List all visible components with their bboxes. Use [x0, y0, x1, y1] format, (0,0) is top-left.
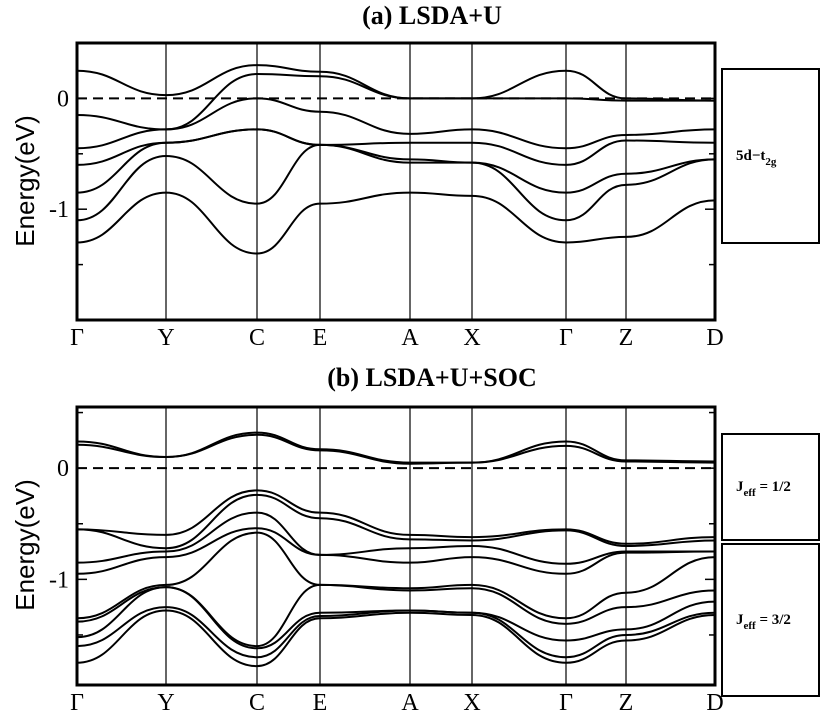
panel-a-ylabel: Energy(eV)	[10, 115, 40, 247]
ytick-label: -1	[49, 567, 69, 593]
panel-b-yticks: 0 -1	[49, 411, 715, 636]
kpoint-label: A	[401, 690, 419, 716]
legend-label: Jeff = 1/2	[736, 479, 791, 499]
kpoint-label: Y	[157, 690, 174, 716]
panel-a-yticks: 0 -1	[49, 42, 715, 321]
band-line	[76, 64, 716, 102]
kpoint-label: Γ	[70, 325, 84, 351]
kpoint-label: X	[463, 325, 480, 351]
band-line	[76, 493, 716, 550]
panel-a: (a) LSDA+U Energy(eV) 0 -1 Γ Y C E A X Γ Z D 5d−t…	[10, 1, 820, 351]
panel-b-title: (b) LSDA+U+SOC	[327, 363, 537, 392]
legend-label-main: J	[736, 612, 744, 628]
legend-label-main: 5d−t	[736, 148, 765, 164]
kpoint-label: X	[463, 690, 480, 716]
legend-box	[721, 543, 820, 697]
panel-b-kpoint-lines	[165, 407, 627, 685]
panel-a-title: (a) LSDA+U	[362, 1, 502, 30]
band-line	[76, 609, 716, 668]
legend-label-rest: = 3/2	[756, 612, 791, 628]
kpoint-label: Γ	[559, 325, 573, 351]
band-line	[76, 511, 715, 565]
kpoint-label: A	[401, 325, 419, 351]
panel-a-bands	[76, 64, 716, 255]
legend-label-main: J	[736, 479, 744, 495]
panel-a-legend: 5d−t2g	[721, 68, 820, 244]
legend-label: Jeff = 3/2	[736, 612, 791, 632]
kpoint-label: Y	[157, 325, 174, 351]
band-line	[76, 586, 716, 650]
kpoint-label: Z	[619, 325, 634, 351]
panel-b-frame	[75, 405, 717, 687]
legend-label-sub: 2g	[765, 156, 777, 168]
band-line	[76, 527, 716, 575]
kpoint-label: E	[313, 690, 328, 716]
kpoint-label: Z	[619, 690, 634, 716]
legend-label: 5d−t2g	[736, 148, 777, 168]
legend-label-sub: eff	[744, 487, 757, 499]
band-line	[76, 128, 716, 194]
legend-label-rest: = 1/2	[756, 479, 791, 495]
panel-b-ylabel: Energy(eV)	[10, 479, 40, 611]
band-line	[76, 606, 716, 659]
kpoint-label: E	[313, 325, 328, 351]
kpoint-label: C	[249, 325, 265, 351]
legend-label-sub: eff	[744, 620, 757, 632]
legend-box	[721, 433, 820, 541]
panel-b-bands	[76, 431, 716, 668]
band-line	[76, 433, 716, 465]
kpoint-label: D	[706, 325, 723, 351]
kpoint-label: Γ	[70, 690, 84, 716]
band-line	[76, 431, 716, 464]
band-line	[76, 191, 716, 255]
legend-box	[721, 68, 820, 244]
band-line	[76, 531, 716, 620]
ytick-label: 0	[57, 456, 69, 482]
kpoint-label: C	[249, 690, 265, 716]
band-line	[76, 489, 716, 545]
ytick-label: -1	[49, 197, 69, 223]
kpoint-label: D	[706, 690, 723, 716]
panel-a-kpoint-lines	[165, 43, 627, 320]
ytick-label: 0	[57, 86, 69, 112]
band-line	[76, 73, 715, 131]
kpoint-label: Γ	[559, 690, 573, 716]
band-line	[76, 143, 716, 222]
panel-a-frame	[75, 41, 717, 322]
band-line	[76, 97, 716, 150]
